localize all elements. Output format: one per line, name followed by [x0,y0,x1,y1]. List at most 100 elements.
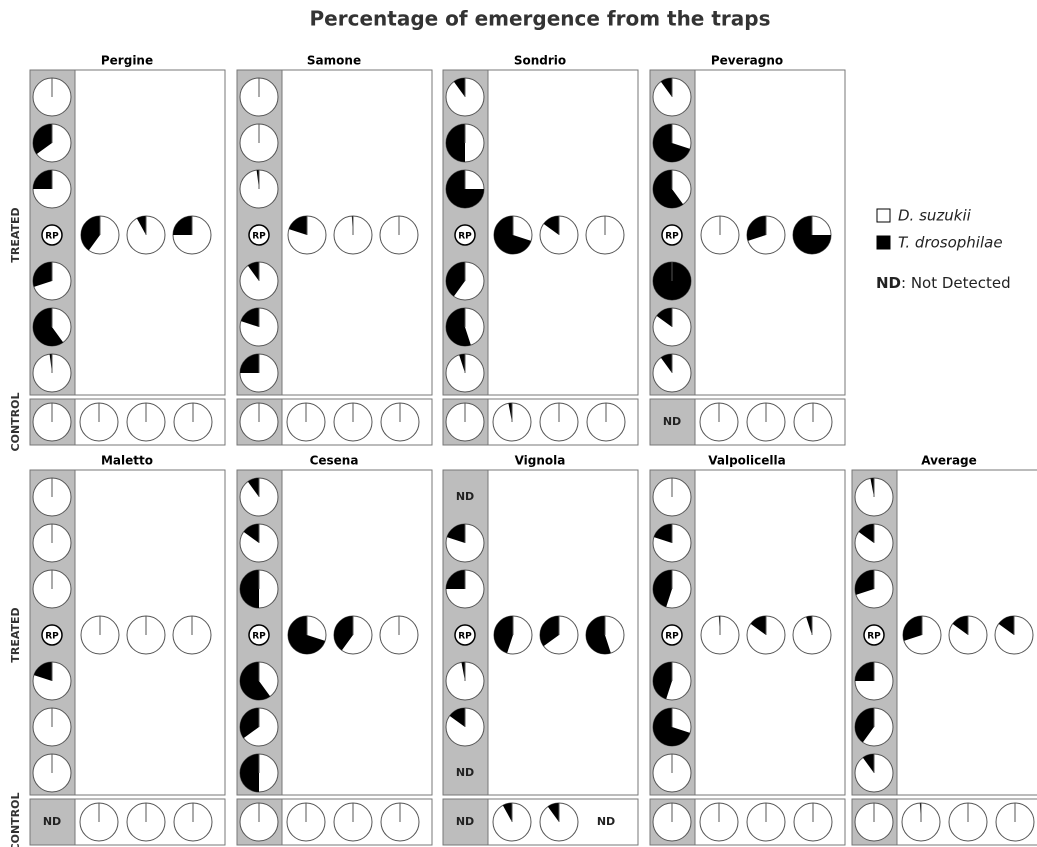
pie [652,353,692,393]
pie [652,569,692,609]
pie-slice [660,78,672,97]
rp-marker [454,624,476,646]
pie [902,615,942,655]
pie [854,477,894,517]
pie-slice [543,216,559,235]
pie [380,402,420,442]
pie-slice [862,754,874,773]
pie [239,77,279,117]
rp-label: RP [252,632,266,642]
rp-marker [41,224,63,246]
pie [80,615,120,655]
rp-label: RP [458,232,472,242]
pie-slice [243,524,259,543]
pie [854,569,894,609]
pie [32,661,72,701]
pie [793,402,833,442]
rp-marker [863,624,885,646]
rp-label: RP [252,232,266,242]
pie [652,802,692,842]
pie [445,261,485,301]
pie-slice [855,570,874,595]
pie [652,77,692,117]
pie [32,123,72,163]
pie [700,615,740,655]
pie [333,615,373,655]
pie-slice [446,524,465,543]
pie-slice [446,570,465,589]
pie-slice [240,308,259,327]
panel-title: Sondrio [514,54,566,68]
pie-slice [660,354,672,373]
pie [995,802,1035,842]
pie-slice [136,216,146,235]
pie-slice [855,708,874,743]
pie-slice [453,78,465,97]
pie [652,307,692,347]
pie-slice [33,308,64,346]
pie [652,477,692,517]
pie [445,77,485,117]
pie-slice [858,524,874,543]
pie [32,707,72,747]
pie [32,477,72,517]
pie-slice [333,616,353,651]
pie [173,402,213,442]
pie-slice [855,662,874,681]
row-label: CONTROL [9,393,22,452]
pie [239,523,279,563]
control-column [649,398,696,446]
panel-title: Peveragno [711,54,783,68]
chart-title: Percentage of emergence from the traps [310,7,771,31]
pie-slice [239,708,259,739]
pie-slice [539,616,559,647]
panel-title: Samone [307,54,361,68]
pie-slice [247,478,259,497]
pie-slice [652,662,672,700]
control-column [29,798,76,846]
pie [746,802,786,842]
pie [126,402,166,442]
pie-slice [81,216,100,251]
pie [79,802,119,842]
rp-marker [41,624,63,646]
pie [379,215,419,255]
pie [239,353,279,393]
pie [239,661,279,701]
legend-label: T. drosophilae [898,234,1003,252]
legend: D. suzukii T. drosophilae ND: Not Detect… [876,207,1011,292]
nd-label: ND [43,815,61,828]
pie [239,261,279,301]
pie [700,215,740,255]
pie [493,215,533,255]
pie-slice [493,616,513,654]
pie [32,169,72,209]
pie [32,523,72,563]
pie-slice [32,124,52,155]
pie-slice [508,403,512,422]
pie [445,307,485,347]
pie [32,753,72,793]
nd-label: ND [663,415,681,428]
pie-slice [33,262,52,287]
pie [792,615,832,655]
pie-slice [173,216,192,235]
pie [80,215,120,255]
pie [445,523,485,563]
pie [652,753,692,793]
legend-note: ND: Not Detected [876,274,1011,292]
legend-swatch [876,208,891,223]
pie [445,353,485,393]
pie-slice [656,308,672,327]
pie-slice [653,524,672,543]
pie-slice [33,170,52,189]
pie [539,802,579,842]
pie-slice [902,616,922,641]
pie [333,402,373,442]
pie [445,169,485,209]
panel-title: Pergine [101,54,153,68]
nd-label: ND [456,815,474,828]
pie [854,753,894,793]
pie [32,261,72,301]
